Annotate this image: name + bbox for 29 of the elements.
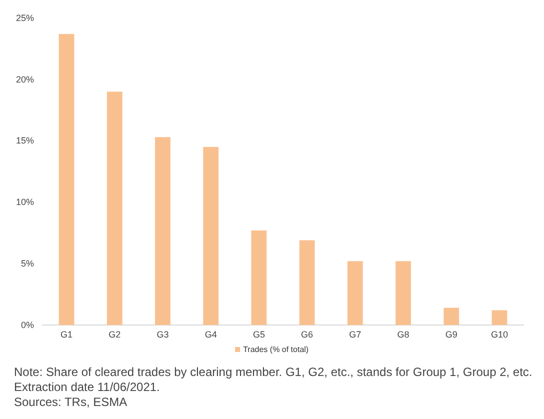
x-tick-label: G6 — [301, 329, 314, 340]
source-note: Sources: TRs, ESMA — [14, 395, 128, 409]
bar — [203, 146, 219, 325]
bar — [444, 308, 460, 325]
y-tick-label: 15% — [16, 136, 34, 146]
bar — [492, 310, 508, 325]
x-tick-label: G4 — [204, 329, 217, 340]
y-tick-label: 5% — [20, 258, 34, 268]
bar — [106, 92, 122, 325]
x-tick-label: G8 — [397, 329, 410, 340]
bar — [58, 34, 74, 325]
legend-label: Trades (% of total) — [243, 345, 309, 354]
x-tick-label: G3 — [156, 329, 169, 340]
bar — [155, 137, 170, 325]
x-tick-label: G2 — [108, 329, 121, 340]
x-tick-label: G7 — [349, 329, 362, 340]
x-tick-label: G5 — [252, 329, 265, 340]
bar — [299, 240, 315, 325]
x-tick-label: G1 — [60, 329, 73, 340]
x-tick-label: G10 — [490, 329, 508, 340]
y-tick-label: 10% — [16, 197, 34, 208]
x-tick-label: G9 — [445, 329, 458, 340]
y-tick-label: 25% — [16, 12, 34, 23]
bar — [251, 230, 267, 325]
text: Note: Share of cleared trades by clearing member. G1, G2, etc., stands for Group 1, Group 2, etc. Extraction date 11/06/2021. — [14, 365, 532, 394]
bar — [347, 261, 363, 325]
y-tick-label: 0% — [20, 320, 34, 330]
y-tick-label: 20% — [16, 74, 34, 84]
bar — [396, 261, 411, 325]
